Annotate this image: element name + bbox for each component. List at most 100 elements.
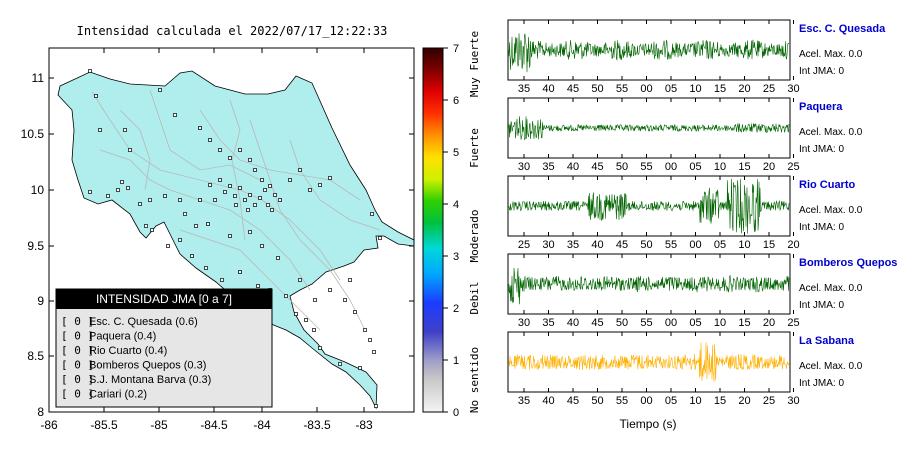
colorbar-tick-label: 1: [453, 355, 459, 367]
station-marker: [372, 350, 376, 354]
station-marker: [298, 168, 302, 172]
time-tick-label: 25: [787, 161, 799, 173]
max-acceleration: Acel. Max. 0.0: [799, 49, 863, 60]
lat-tick-label: 9.5: [27, 239, 44, 253]
colorbar-category-label: Fuerte: [468, 128, 481, 168]
lat-tick-label: 8: [37, 405, 44, 419]
time-tick-label: 45: [591, 317, 603, 329]
station-marker: [173, 113, 177, 117]
lat-tick-label: 8.5: [27, 349, 44, 363]
station-marker: [106, 194, 110, 198]
station-marker: [163, 194, 167, 198]
lon-tick-label: -84.5: [200, 418, 228, 432]
waveform-frame: [507, 253, 791, 315]
legend-item-level: [ 0 ]: [61, 330, 94, 343]
time-tick-label: 55: [616, 83, 628, 95]
station-marker: [218, 178, 222, 182]
time-tick-label: 55: [640, 317, 652, 329]
station-marker: [198, 198, 202, 202]
station-marker: [238, 270, 242, 274]
waveform-panel: 35 40 45 50 55 00 05 10 15 20 25 30 La Sabana Acel. M…: [507, 331, 863, 407]
time-tick-label: 25: [763, 83, 775, 95]
time-tick-label: 20: [763, 317, 775, 329]
time-tick-label: 15: [714, 83, 726, 95]
jma-intensity: Int JMA: 0: [799, 300, 844, 311]
time-tick-label: 20: [787, 239, 799, 251]
station-marker: [268, 184, 272, 188]
intensity-colorbar: 7 6 5 4 3 2 1 0 Muy Fuerte Fuerte Moderado Debil No…: [422, 31, 481, 419]
time-tick-label: 20: [738, 395, 750, 407]
station-marker: [312, 328, 316, 332]
colorbar-category-label: No sentido: [468, 347, 481, 413]
colorbar-tick-label: 3: [453, 251, 459, 263]
time-tick-label: 30: [787, 395, 799, 407]
time-tick-label: 05: [665, 395, 677, 407]
colorbar-tick-label: 6: [453, 95, 459, 107]
station-marker: [304, 318, 308, 322]
time-tick-label: 50: [591, 83, 603, 95]
station-marker: [158, 88, 162, 92]
time-tick-label: 30: [518, 161, 530, 173]
time-tick-label: 40: [542, 83, 554, 95]
time-tick-label: 10: [689, 83, 701, 95]
costa-rica-land: [57, 70, 414, 410]
time-tick-label: 35: [567, 239, 579, 251]
legend-item-level: [ 0 ]: [61, 315, 94, 328]
lat-tick-label: 10: [31, 183, 45, 197]
lon-tick-label: -85.5: [90, 418, 118, 432]
station-marker: [234, 203, 238, 207]
station-marker: [116, 188, 120, 192]
jma-intensity: Int JMA: 0: [799, 222, 844, 233]
time-tick-label: 40: [567, 317, 579, 329]
waveform-xlabel: Tiempo (s): [620, 417, 677, 431]
legend-item-label: Rio Cuarto (0.4): [89, 345, 167, 357]
time-tick-label: 20: [738, 83, 750, 95]
time-tick-label: 30: [518, 317, 530, 329]
station-marker: [248, 193, 252, 197]
station-marker: [220, 278, 224, 282]
lon-tick-label: -83.5: [303, 418, 331, 432]
station-marker: [178, 198, 182, 202]
station-marker: [363, 328, 367, 332]
station-marker: [194, 224, 198, 228]
station-marker: [88, 69, 92, 73]
max-acceleration: Acel. Max. 0.0: [799, 283, 863, 294]
station-marker: [150, 228, 154, 232]
legend-header: INTENSIDAD JMA [0 a 7]: [96, 292, 232, 306]
waveform-trace: [508, 342, 790, 382]
legend-item-label: Paquera (0.4): [89, 331, 156, 343]
station-name: Bomberos Quepos: [799, 257, 897, 269]
time-tick-label: 15: [714, 395, 726, 407]
time-tick-label: 55: [616, 395, 628, 407]
time-tick-label: 45: [567, 395, 579, 407]
time-tick-label: 25: [787, 317, 799, 329]
station-marker: [260, 244, 264, 248]
colorbar-tick-label: 0: [453, 407, 459, 419]
time-tick-label: 50: [591, 395, 603, 407]
max-acceleration: Acel. Max. 0.0: [799, 361, 863, 372]
station-marker: [218, 148, 222, 152]
station-marker: [353, 310, 357, 314]
time-tick-label: 30: [542, 239, 554, 251]
time-tick-label: 35: [518, 395, 530, 407]
station-marker: [190, 254, 194, 258]
time-tick-label: 15: [738, 317, 750, 329]
time-tick-label: 10: [714, 161, 726, 173]
waveform-trace: [508, 33, 790, 73]
jma-intensity: Int JMA: 0: [799, 144, 844, 155]
time-tick-label: 00: [640, 83, 652, 95]
station-marker: [238, 148, 242, 152]
colorbar-gradient: [422, 47, 444, 413]
map-axes: 11 10.5 10 9.5 9 8.5 8-86 -85.5 -85 -84.5 -84 -83.5…: [21, 48, 414, 432]
station-marker: [94, 94, 98, 98]
station-marker: [138, 202, 142, 206]
legend-item-level: [ 0 ]: [61, 359, 94, 372]
station-marker: [228, 156, 232, 160]
station-name: La Sabana: [799, 335, 855, 347]
station-marker: [178, 238, 182, 242]
waveform-panel: 35 40 45 50 55 00 05 10 15 20 25 30 Esc. C. Quesada A…: [507, 19, 886, 95]
legend-item-level: [ 0 ]: [61, 373, 94, 386]
waveform-panel: 30 35 40 45 50 55 00 05 10 15 20 25 Bomberos Quepos A…: [507, 253, 897, 329]
station-marker: [276, 256, 280, 260]
